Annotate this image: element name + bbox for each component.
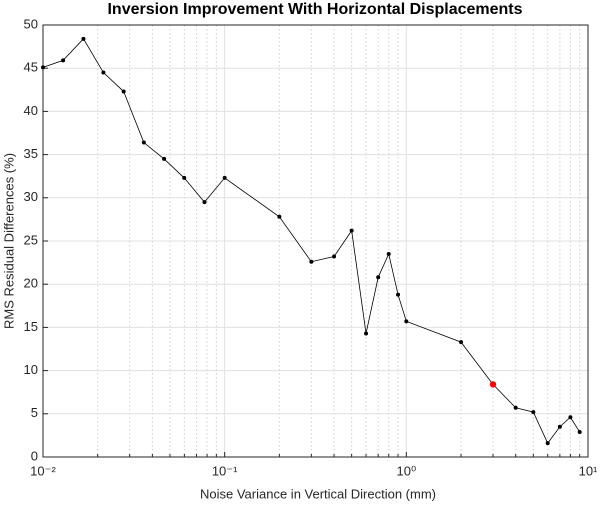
y-tick-label: 0 xyxy=(31,448,38,463)
data-point xyxy=(376,275,381,280)
data-point xyxy=(81,36,86,41)
y-tick-label: 10 xyxy=(24,362,38,377)
data-point xyxy=(404,319,409,324)
x-tick-label: 10⁻¹ xyxy=(212,463,238,478)
data-point xyxy=(364,331,369,336)
x-tick-label: 10⁰ xyxy=(396,463,416,478)
data-point xyxy=(557,424,562,429)
y-tick-label: 30 xyxy=(24,189,38,204)
y-tick-label: 20 xyxy=(24,276,38,291)
data-point xyxy=(386,251,391,256)
y-axis-label: RMS Residual Differences (%) xyxy=(1,153,16,329)
data-point xyxy=(332,254,337,259)
y-tick-label: 5 xyxy=(31,405,38,420)
data-point xyxy=(182,175,187,180)
y-tick-label: 50 xyxy=(24,16,38,31)
data-point xyxy=(396,292,401,297)
data-point xyxy=(577,429,582,434)
data-point xyxy=(202,200,207,205)
x-tick-label: 10¹ xyxy=(579,463,598,478)
data-point xyxy=(61,58,66,63)
data-point xyxy=(545,441,550,446)
x-tick-label: 10⁻² xyxy=(30,463,56,478)
data-point xyxy=(309,259,314,264)
data-point xyxy=(459,340,464,345)
data-point xyxy=(277,214,282,219)
data-point xyxy=(513,405,518,410)
data-point xyxy=(162,156,167,161)
data-point xyxy=(41,65,45,70)
data-point xyxy=(121,89,126,94)
y-tick-label: 25 xyxy=(24,232,38,247)
y-tick-label: 35 xyxy=(24,146,38,161)
highlight-point xyxy=(489,381,497,388)
y-tick-label: 15 xyxy=(24,319,38,334)
data-point xyxy=(222,175,227,180)
x-axis-label: Noise Variance in Vertical Direction (mm… xyxy=(200,486,436,501)
y-tick-label: 40 xyxy=(24,103,38,118)
data-point xyxy=(349,228,354,233)
y-tick-label: 45 xyxy=(24,60,38,75)
data-point xyxy=(568,415,573,420)
data-point xyxy=(101,70,106,75)
data-point xyxy=(531,410,536,415)
chart-title: Inversion Improvement With Horizontal Di… xyxy=(107,1,522,18)
plot-frame xyxy=(42,24,589,458)
data-point xyxy=(141,140,146,145)
